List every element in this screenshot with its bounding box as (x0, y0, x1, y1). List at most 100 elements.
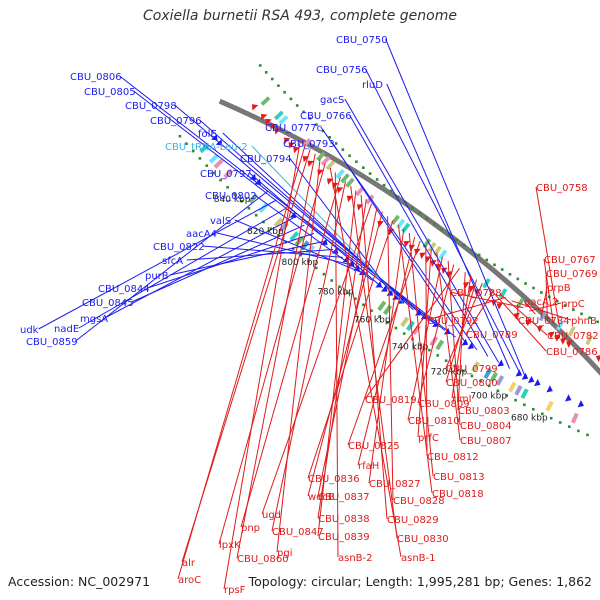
forward-gene-label: nadE (54, 324, 79, 335)
forward-gene-label: CBU_0766 (300, 111, 352, 122)
scale-label: 840 kbp (214, 195, 251, 205)
forward-gene-block (223, 168, 234, 179)
forward-gene-label: CBU_0805 (84, 87, 136, 98)
forward-gene-arrow (534, 379, 541, 387)
forward-gene-arrow (497, 359, 504, 367)
reverse-gene-block (567, 326, 576, 337)
ring-dot (205, 164, 209, 167)
reverse-leader-line (276, 158, 321, 553)
ring-dot (378, 315, 381, 318)
ring-dot (389, 189, 393, 193)
ring-dot (419, 343, 423, 346)
reverse-gene-label: CBU_0767 (544, 255, 596, 266)
ring-dot (330, 279, 333, 282)
ring-dot (470, 374, 474, 378)
reverse-gene-arrow (419, 252, 426, 259)
ring-dot (247, 207, 251, 210)
reverse-leader-line (408, 232, 434, 477)
reverse-gene-label: CBU_0836 (308, 474, 360, 485)
reverse-gene-label: CBU_0758 (536, 183, 588, 194)
forward-gene-block (208, 153, 219, 164)
reverse-leader-line (487, 286, 547, 352)
reverse-gene-label: CBU_0819 (365, 395, 417, 406)
ring-dot (308, 117, 312, 120)
ring-dot (564, 304, 567, 307)
reverse-gene-label: CBU_0800 (446, 378, 498, 389)
scale-label: 700 kbp (470, 391, 507, 401)
reverse-gene-label: CBU_0789 (466, 330, 518, 341)
forward-gene-label: CBU_0750 (336, 35, 388, 46)
ring-dot (487, 384, 491, 388)
footer-accession: Accession: NC_002971 (8, 574, 151, 589)
reverse-gene-label: CBU_0860 (237, 554, 289, 565)
forward-gene-label: CBU_0806 (70, 72, 122, 83)
ring-dot (588, 316, 591, 320)
forward-gene-label: aacA4 (186, 229, 217, 240)
ring-dot (386, 321, 389, 324)
forward-gene-block (495, 375, 505, 386)
forward-leader-line (386, 83, 511, 369)
reverse-gene-label: CBU_0804 (460, 421, 512, 432)
ring-dot (516, 277, 520, 281)
reverse-leader-line (271, 181, 346, 532)
forward-gene-arrow (289, 211, 297, 218)
forward-gene-block (289, 231, 300, 242)
ring-dot (427, 348, 431, 352)
ring-dot (440, 228, 443, 231)
reverse-leader-line (329, 167, 402, 558)
forward-gene-label: udk (20, 325, 39, 336)
reverse-leader-line (368, 228, 405, 484)
forward-leader-line (38, 199, 277, 330)
forward-gene-arrow (211, 134, 218, 141)
ring-dot (455, 238, 458, 242)
reverse-gene-label: CBU_0810 (408, 416, 460, 427)
ring-dot (277, 84, 280, 87)
ring-dot (479, 379, 482, 383)
forward-leader-line (365, 68, 522, 375)
ring-dot (523, 403, 526, 407)
reverse-gene-label: CBU_0813 (433, 472, 485, 483)
ring-dot (436, 354, 439, 357)
ring-dot (264, 71, 268, 74)
reverse-gene-label: rpsF (224, 585, 246, 596)
reverse-leader-line (218, 163, 326, 545)
reverse-gene-arrow (554, 334, 561, 342)
reverse-gene-label: CBU_0807 (460, 436, 512, 447)
reverse-gene-block (585, 334, 594, 346)
forward-leader-line (332, 142, 467, 344)
reverse-gene-label: CBU_0838 (318, 514, 370, 525)
forward-leader-line (216, 232, 353, 266)
forward-gene-block (570, 412, 579, 424)
scale-label: 720 kbp (431, 368, 468, 378)
ring-dot (524, 282, 527, 285)
forward-gene-arrow (321, 238, 328, 245)
reverse-gene-block (260, 96, 271, 106)
ring-dot (362, 303, 365, 307)
reverse-gene-label: CBU_0769 (546, 269, 598, 280)
scale-label: 800 kbp (282, 258, 319, 268)
forward-gene-block (294, 235, 305, 246)
ring-dot (355, 160, 358, 163)
tick-layer (178, 64, 599, 437)
ring-dot (185, 142, 188, 145)
reverse-gene-label: CBU_0782 (547, 331, 599, 342)
forward-gene-label: CBU_0845 (82, 298, 134, 309)
forward-gene-arrow (546, 385, 553, 393)
forward-leader-line (174, 104, 435, 324)
reverse-gene-arrow (327, 178, 334, 185)
reverse-gene-label: prfC (418, 433, 439, 444)
reverse-gene-label: CBU_0784 (518, 316, 570, 327)
reverse-leader-line (397, 224, 433, 494)
forward-leader-line (385, 38, 526, 378)
ring-dot (596, 320, 599, 324)
ring-dot (346, 291, 349, 295)
reverse-leader-line (449, 291, 524, 309)
reverse-leader-line (517, 304, 519, 321)
forward-gene-label: CBU_0777c (265, 123, 322, 134)
forward-gene-arrow (565, 394, 572, 402)
reverse-gene-block (556, 320, 565, 331)
scale-label: 740 kbp (392, 342, 429, 352)
ring-dot (508, 273, 512, 276)
forward-gene-label: CBU_0822 (153, 242, 205, 253)
scale-label: 760 kbp (354, 316, 391, 326)
